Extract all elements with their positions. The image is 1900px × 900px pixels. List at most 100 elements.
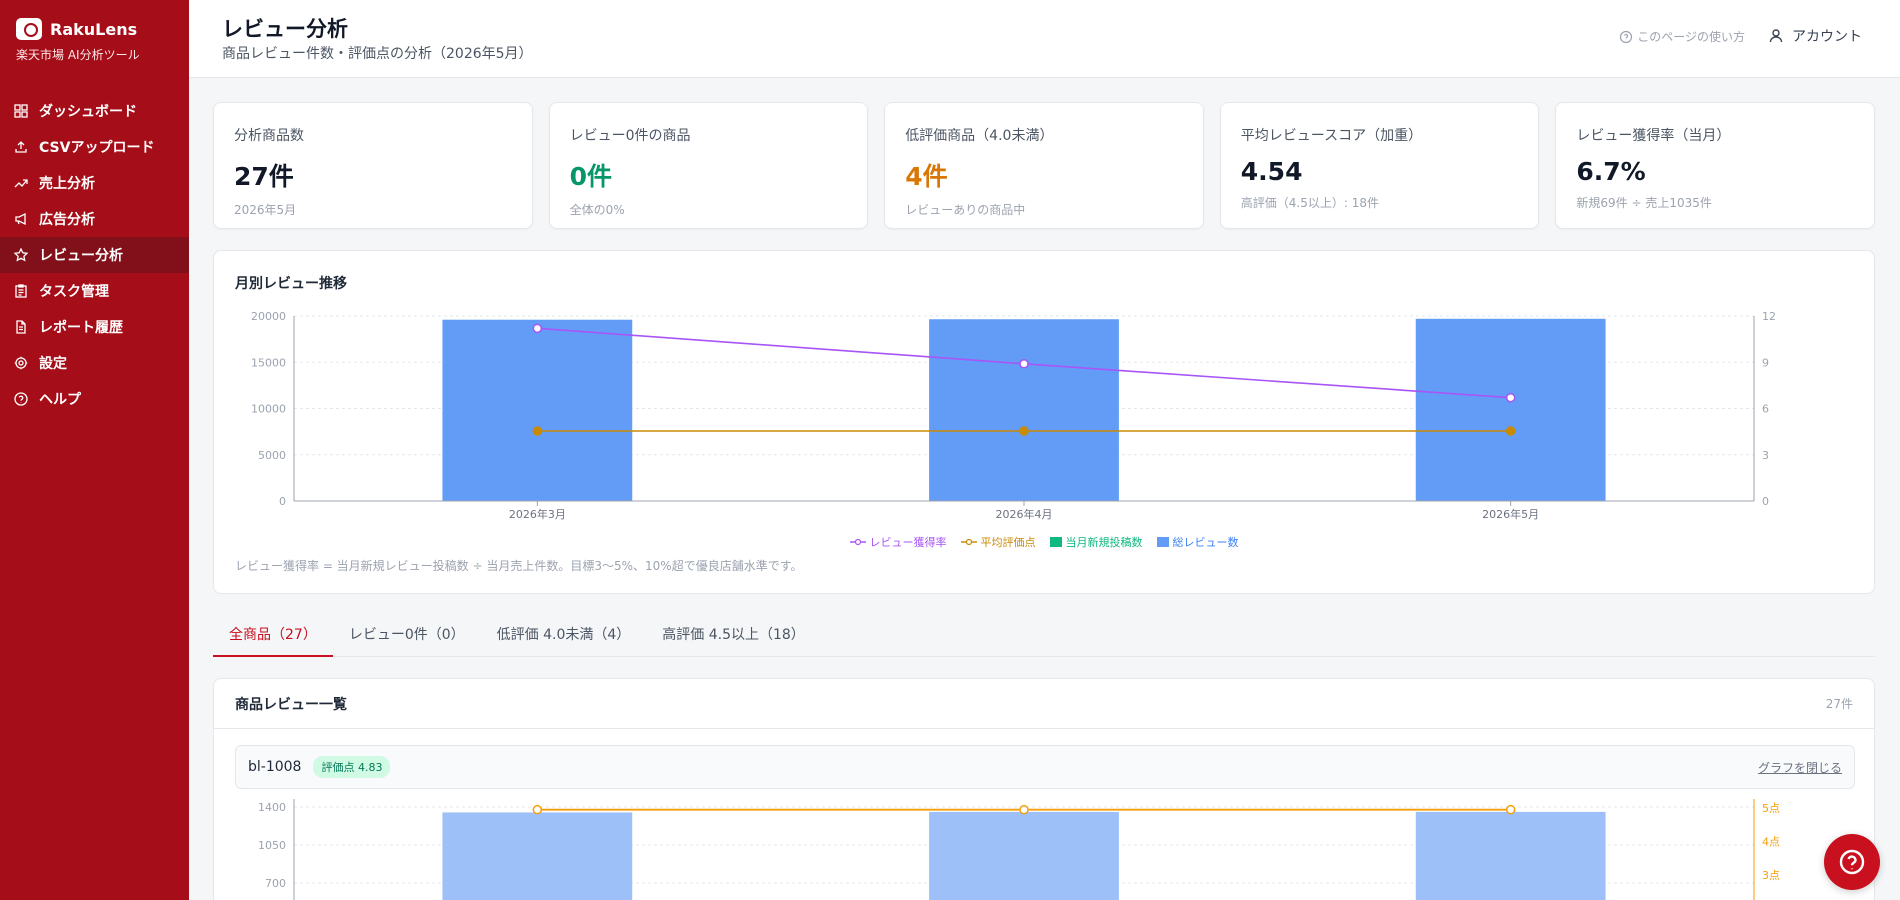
kpi-note: 新規69件 ÷ 売上1035件 [1576,196,1712,210]
sidebar-item-tasks[interactable]: タスク管理 [0,273,189,309]
page-subtitle: 商品レビュー件数・評価点の分析（2026年5月） [222,46,533,62]
y-right-tick-label: 6 [1762,403,1769,416]
x-tick-label: 2026年5月 [1482,507,1539,521]
legend-box-swatch [1049,537,1062,547]
line-point [1505,426,1516,436]
line-point [1019,804,1029,815]
help-fab-button[interactable] [1824,834,1880,890]
monthly-review-chart: 0 5000 10000 15000 20000 0 3 6 9 12 2026年3月 2026年4月… [251,310,1776,521]
line-point [532,804,543,815]
brand[interactable]: RakuLens [0,0,189,40]
legend-label: レビュー獲得率 [869,536,947,549]
legend-label: 平均評価点 [980,536,1036,549]
brand-subtitle: 楽天市場 AI分析ツール [16,48,140,62]
y-left-tick-label: 1400 [258,801,286,814]
rating-badge: 評価点 4.83 [313,756,391,778]
legend-label: 総レビュー数 [1172,536,1239,549]
list-title: 商品レビュー一覧 [235,696,347,713]
line-point [532,323,543,334]
sidebar-item-label: 売上分析 [39,176,95,192]
sidebar-item-label: レポート履歴 [39,320,123,336]
kpi-card-acquisition-rate: レビュー獲得率（当月） 6.7% 新規69件 ÷ 売上1035件 [1555,102,1875,229]
chart-footnote: レビュー獲得率 = 当月新規レビュー投稿数 ÷ 当月売上件数。目標3〜5%、10… [235,559,803,573]
sidebar-item-label: CSVアップロード [39,140,155,156]
product-review-chart: 700 1050 1400 3点 4点 5点 [258,799,1780,900]
clipboard-icon [13,283,29,299]
chart-title: 月別レビュー推移 [235,276,347,292]
kpi-note: 2026年5月 [234,203,297,217]
y-left-tick-label: 5000 [258,449,286,462]
y-right-tick-label: 4点 [1762,836,1780,849]
sidebar: RakuLens 楽天市場 AI分析ツール ダッシュボード CSVアップロード … [0,0,189,900]
kpi-note: 高評価（4.5以上）: 18件 [1240,196,1379,210]
star-icon [13,247,29,263]
list-count: 27件 [1825,697,1853,711]
kpi-value: 0件 [569,162,612,191]
close-graph-link[interactable]: グラフを閉じる [1757,760,1842,775]
bar-total-reviews [442,812,633,900]
sidebar-item-reviews[interactable]: レビュー分析 [0,237,189,273]
sidebar-item-sales[interactable]: 売上分析 [0,165,189,201]
account-label: アカウント [1792,29,1862,45]
legend-item-total-reviews[interactable]: 総レビュー数 [1156,534,1239,550]
y-left-tick-label: 20000 [251,310,286,323]
sidebar-item-ads[interactable]: 広告分析 [0,201,189,237]
sidebar-item-reports[interactable]: レポート履歴 [0,309,189,345]
legend-item-rate[interactable]: レビュー獲得率 [849,534,947,550]
tab-zero-reviews[interactable]: レビュー0件（0） [348,627,465,643]
megaphone-icon [13,211,29,227]
kpi-value: 4件 [905,162,948,191]
kpi-label: 分析商品数 [234,128,304,144]
legend-item-new-reviews[interactable]: 当月新規投稿数 [1049,534,1143,550]
bar-total-reviews [929,319,1119,501]
upload-icon [13,139,29,155]
sidebar-item-label: 設定 [39,356,67,372]
trend-icon [13,175,29,191]
sidebar-item-dashboard[interactable]: ダッシュボード [0,93,189,129]
y-left-tick-label: 15000 [251,356,286,369]
list-header: 商品レビュー一覧 27件 [214,679,1874,729]
tab-high-rating[interactable]: 高評価 4.5以上（18） [662,627,805,643]
bar-total-reviews [442,319,633,501]
account-button[interactable]: アカウント [1768,26,1862,46]
sidebar-item-csv-upload[interactable]: CSVアップロード [0,129,189,165]
legend-line-swatch [849,538,866,546]
document-icon [13,319,29,335]
monthly-review-chart-card: 月別レビュー推移 0 5000 10000 15000 20000 0 3 6 9 12 2026年… [213,250,1875,594]
brand-name: RakuLens [50,19,138,39]
tab-low-rating[interactable]: 低評価 4.0未満（4） [496,627,631,643]
product-row[interactable]: bl-1008 評価点 4.83 グラフを閉じる [235,745,1855,789]
camera-logo-icon [16,18,42,40]
question-circle-icon [1839,849,1865,875]
kpi-card-products: 分析商品数 27件 2026年5月 [213,102,533,229]
line-point [1019,426,1029,436]
y-right-tick-label: 5点 [1762,802,1780,815]
y-right-tick-label: 3点 [1762,869,1780,882]
legend-item-avg-rating[interactable]: 平均評価点 [960,534,1036,550]
y-right-tick-label: 0 [1762,495,1769,508]
kpi-card-low-rating: 低評価商品（4.0未満） 4件 レビューありの商品中 [884,102,1204,229]
sidebar-item-help[interactable]: ヘルプ [0,381,189,417]
chart-legend: レビュー獲得率 平均評価点 当月新規投稿数 総レビュー数 [214,534,1874,550]
howto-link[interactable]: このページの使い方 [1619,28,1745,45]
user-icon [1769,29,1783,43]
legend-label: 当月新規投稿数 [1065,536,1143,549]
sidebar-item-settings[interactable]: 設定 [0,345,189,381]
gear-icon [13,355,29,371]
sidebar-nav: ダッシュボード CSVアップロード 売上分析 広告分析 レビュー分析 タスク管理… [0,93,189,417]
line-point [1505,392,1516,403]
x-tick-label: 2026年3月 [509,507,566,521]
bar-total-reviews [929,811,1119,900]
kpi-row: 分析商品数 27件 2026年5月 レビュー0件の商品 0件 全体の0% 低評価… [213,102,1875,229]
kpi-value: 6.7% [1576,157,1646,186]
kpi-card-zero-reviews: レビュー0件の商品 0件 全体の0% [548,102,869,229]
kpi-label: レビュー獲得率（当月） [1576,128,1731,144]
tab-all[interactable]: 全商品（27） [213,612,333,657]
product-review-list-card: 商品レビュー一覧 27件 bl-1008 評価点 4.83 グラフを閉じる 70… [213,678,1875,900]
page-title: レビュー分析 [222,17,348,41]
y-left-tick-label: 700 [265,877,286,890]
sidebar-item-label: タスク管理 [39,284,109,300]
bar-total-reviews [1415,318,1606,501]
page-header: レビュー分析 商品レビュー件数・評価点の分析（2026年5月） このページの使い… [189,0,1900,78]
line-point [532,426,543,436]
